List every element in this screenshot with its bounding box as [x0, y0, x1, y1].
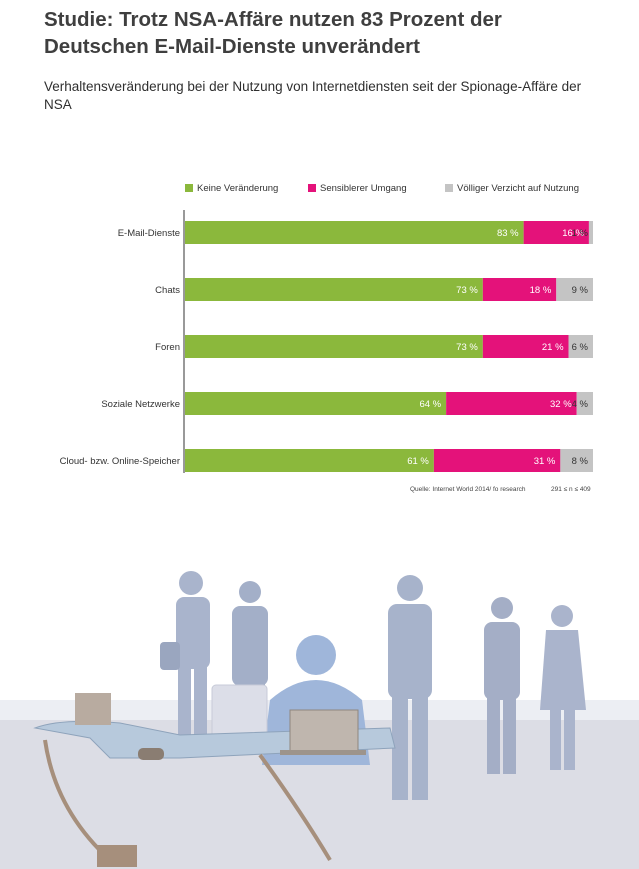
bar-segment — [185, 335, 483, 358]
bar-segment — [446, 392, 577, 415]
bar-segment — [588, 221, 593, 244]
person-standing — [388, 575, 432, 800]
data-label: 64 % — [419, 399, 441, 410]
bar-segment — [568, 335, 593, 358]
bar-segment — [576, 392, 593, 415]
data-label: 83 % — [497, 228, 519, 239]
legend-label: Völliger Verzicht auf Nutzung — [457, 183, 579, 194]
legend-label: Sensiblerer Umgang — [320, 183, 407, 194]
data-label: 18 % — [530, 285, 552, 296]
office-people-illustration — [0, 571, 639, 869]
desk-leg — [258, 753, 332, 862]
phone-device — [138, 748, 164, 760]
legend-swatch — [308, 184, 316, 192]
category-label: Chats — [155, 285, 180, 296]
source-note: Quelle: Internet World 2014/ fo research — [410, 486, 526, 493]
data-label: 6 % — [572, 342, 589, 353]
chart-subtitle: Verhaltensveränderung bei der Nutzung vo… — [44, 79, 582, 112]
data-label: 31 % — [534, 456, 556, 467]
data-label: 16 % — [562, 228, 584, 239]
bar-segment — [185, 278, 483, 301]
bar-segment — [560, 449, 593, 472]
category-label: Soziale Netzwerke — [101, 399, 180, 410]
data-label: 61 % — [407, 456, 429, 467]
bar-segment — [185, 392, 447, 415]
chair — [211, 684, 268, 741]
laptop-base — [280, 750, 366, 755]
bar-segment — [185, 221, 524, 244]
bar-segment — [556, 278, 593, 301]
legend-label: Keine Veränderung — [197, 183, 278, 194]
box — [75, 693, 111, 725]
stacked-bar-chart: Keine Veränderung Sensiblerer Umgang Völli… — [60, 183, 593, 473]
data-label: 32 % — [550, 399, 572, 410]
bar-segment — [185, 449, 434, 472]
legend-swatch — [445, 184, 453, 192]
data-label: 8 % — [572, 456, 589, 467]
category-label: Foren — [155, 342, 180, 353]
person-right — [484, 597, 520, 774]
data-label: 1 % — [572, 228, 589, 239]
data-label: 73 % — [456, 342, 478, 353]
data-label: 21 % — [542, 342, 564, 353]
person-woman — [540, 605, 586, 770]
bar-segment — [433, 449, 561, 472]
data-label: 9 % — [572, 285, 589, 296]
data-label: 73 % — [456, 285, 478, 296]
laptop-screen — [289, 709, 359, 753]
sample-size-note: 291 ≤ n ≤ 409 — [551, 486, 591, 493]
suitcase — [97, 845, 137, 867]
category-label: E-Mail-Dienste — [118, 228, 180, 239]
category-label: Cloud- bzw. Online-Speicher — [60, 456, 180, 467]
data-label: 4 % — [572, 399, 589, 410]
bar-segment — [523, 221, 589, 244]
person-with-bag — [160, 571, 210, 755]
bar-segment — [482, 278, 557, 301]
legend-swatch — [185, 184, 193, 192]
bar-segment — [482, 335, 569, 358]
chart-title: Studie: Trotz NSA-Affäre nutzen 83 Proze… — [44, 8, 502, 58]
